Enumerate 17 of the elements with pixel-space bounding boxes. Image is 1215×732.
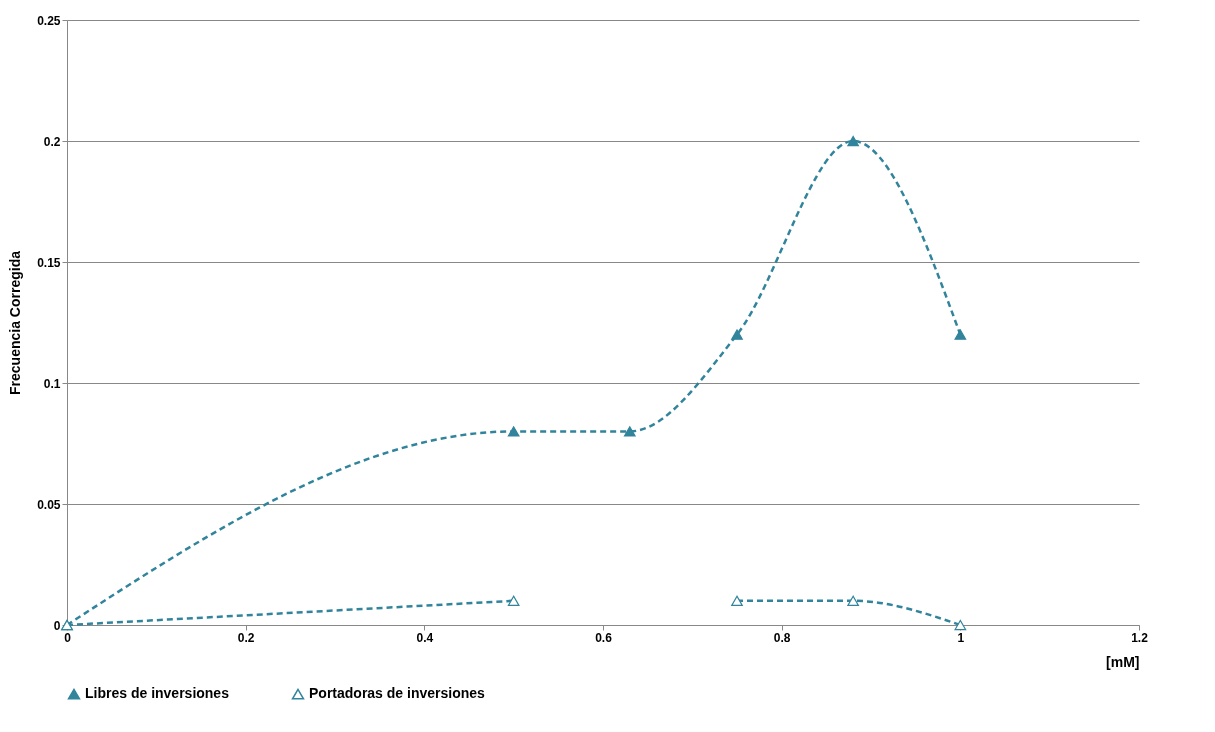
y-tick-label: 0.25	[37, 13, 61, 28]
x-tick-label: 0.4	[416, 630, 434, 645]
x-tick-label: 1.2	[1131, 630, 1149, 645]
y-tick-label: 0.2	[43, 134, 61, 149]
x-tick-label: 1	[957, 630, 965, 645]
y-tick-label: 0.15	[37, 255, 61, 270]
y-tick-label: 0	[53, 618, 61, 633]
y-axis-title: Frecuencia Corregida	[7, 250, 24, 395]
x-tick-label: 0.6	[595, 630, 613, 645]
x-tick-label: 0	[64, 630, 72, 645]
legend-label: Libres de inversiones	[85, 685, 230, 702]
legend-label: Portadoras de inversiones	[309, 685, 486, 702]
y-tick-label: 0.05	[37, 497, 61, 512]
y-tick-label: 0.1	[43, 376, 61, 391]
x-tick-label: 0.2	[237, 630, 255, 645]
x-axis-title: [mM]	[1106, 653, 1140, 670]
x-tick-label: 0.8	[773, 630, 791, 645]
